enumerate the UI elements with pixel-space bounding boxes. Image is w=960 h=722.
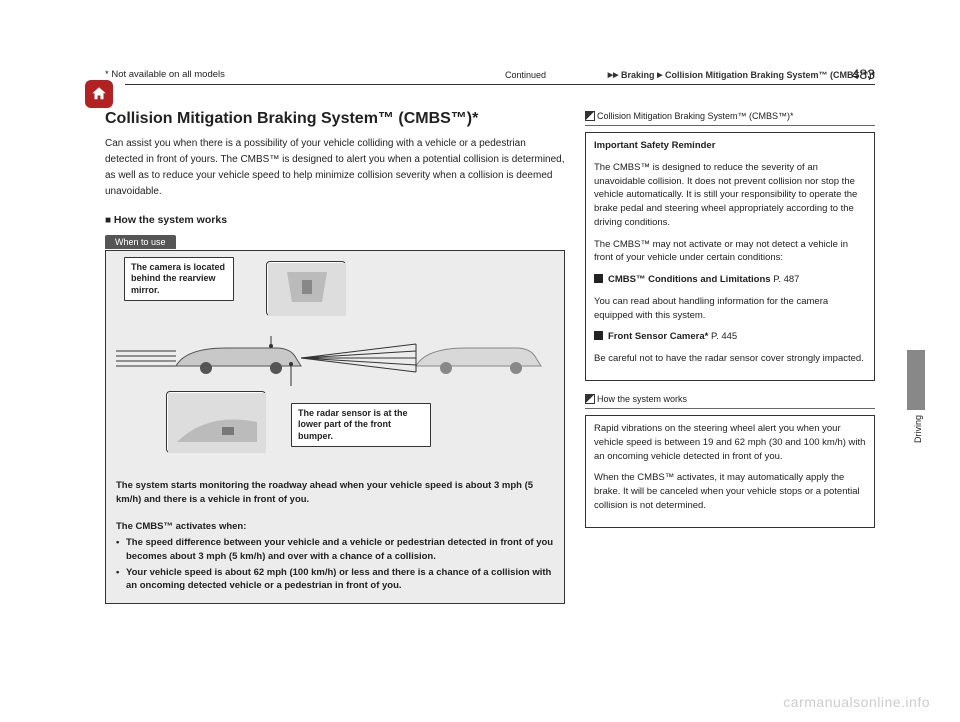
breadcrumb-page: Collision Mitigation Braking System™ (CM… bbox=[665, 70, 875, 80]
reference-link[interactable]: Front Sensor Camera* P. 445 bbox=[594, 330, 866, 344]
callout-camera: The camera is located behind the rearvie… bbox=[124, 257, 234, 301]
safety-paragraph: Be careful not to have the radar sensor … bbox=[594, 352, 866, 366]
section-tab bbox=[907, 350, 925, 410]
safety-reminder-box: Important Safety Reminder The CMBS™ is d… bbox=[585, 132, 875, 381]
intro-paragraph: Can assist you when there is a possibili… bbox=[105, 136, 565, 200]
section-tab-label: Driving bbox=[913, 415, 923, 443]
system-diagram-box: The camera is located behind the rearvie… bbox=[105, 250, 565, 604]
page-title: Collision Mitigation Braking System™ (CM… bbox=[105, 110, 565, 128]
activates-label: The CMBS™ activates when: bbox=[116, 520, 554, 534]
monitor-text: The system starts monitoring the roadway… bbox=[116, 479, 554, 507]
activation-conditions-list: The speed difference between your vehicl… bbox=[116, 536, 554, 593]
header-rule bbox=[125, 84, 875, 85]
camera-inset-image bbox=[266, 261, 346, 316]
when-to-use-tab: When to use bbox=[105, 235, 176, 249]
radar-inset-image bbox=[166, 391, 266, 453]
triangle-icon: ▶ bbox=[613, 72, 618, 79]
footnote: * Not available on all models bbox=[105, 69, 225, 80]
ref-label: CMBS™ Conditions and Limitations bbox=[608, 274, 771, 285]
safety-paragraph: The CMBS™ may not activate or may not de… bbox=[594, 238, 866, 266]
diagram-description: The system starts monitoring the roadway… bbox=[106, 471, 564, 603]
breadcrumb: ▶▶ Braking ▶ Collision Mitigation Brakin… bbox=[608, 70, 875, 80]
subheading-how-works: ■ How the system works bbox=[105, 214, 565, 226]
continued-label: Continued bbox=[505, 70, 546, 80]
how-works-note-box: Rapid vibrations on the steering wheel a… bbox=[585, 415, 875, 528]
home-icon[interactable] bbox=[85, 80, 113, 108]
ref-page: P. 487 bbox=[773, 274, 799, 285]
sidebar-note-heading: How the system works bbox=[585, 393, 875, 409]
ref-page: P. 445 bbox=[711, 331, 737, 342]
content-columns: Collision Mitigation Braking System™ (CM… bbox=[105, 110, 875, 604]
watermark: carmanualsonline.info bbox=[783, 694, 930, 710]
subhead-text: How the system works bbox=[114, 214, 227, 226]
square-bullet-icon: ■ bbox=[105, 215, 114, 226]
callout-radar: The radar sensor is at the lower part of… bbox=[291, 403, 431, 447]
diagram-area: The camera is located behind the rearvie… bbox=[106, 251, 564, 471]
safety-paragraph: The CMBS™ is designed to reduce the seve… bbox=[594, 161, 866, 230]
note-paragraph: When the CMBS™ activates, it may automat… bbox=[594, 471, 866, 512]
reference-link[interactable]: CMBS™ Conditions and Limitations P. 487 bbox=[594, 273, 866, 287]
safety-paragraph: You can read about handling information … bbox=[594, 295, 866, 323]
ref-label: Front Sensor Camera* bbox=[608, 331, 708, 342]
note-paragraph: Rapid vibrations on the steering wheel a… bbox=[594, 422, 866, 463]
triangle-icon: ▶ bbox=[657, 72, 662, 79]
sidebar-column: Collision Mitigation Braking System™ (CM… bbox=[585, 110, 875, 604]
car-diagram bbox=[116, 336, 556, 386]
breadcrumb-section: Braking bbox=[621, 70, 655, 80]
page-number: 483 bbox=[852, 66, 875, 82]
box-heading: Important Safety Reminder bbox=[594, 140, 715, 151]
list-item: The speed difference between your vehicl… bbox=[116, 536, 554, 564]
main-column: Collision Mitigation Braking System™ (CM… bbox=[105, 110, 565, 604]
list-item: Your vehicle speed is about 62 mph (100 … bbox=[116, 566, 554, 594]
sidebar-note-heading: Collision Mitigation Braking System™ (CM… bbox=[585, 110, 875, 126]
